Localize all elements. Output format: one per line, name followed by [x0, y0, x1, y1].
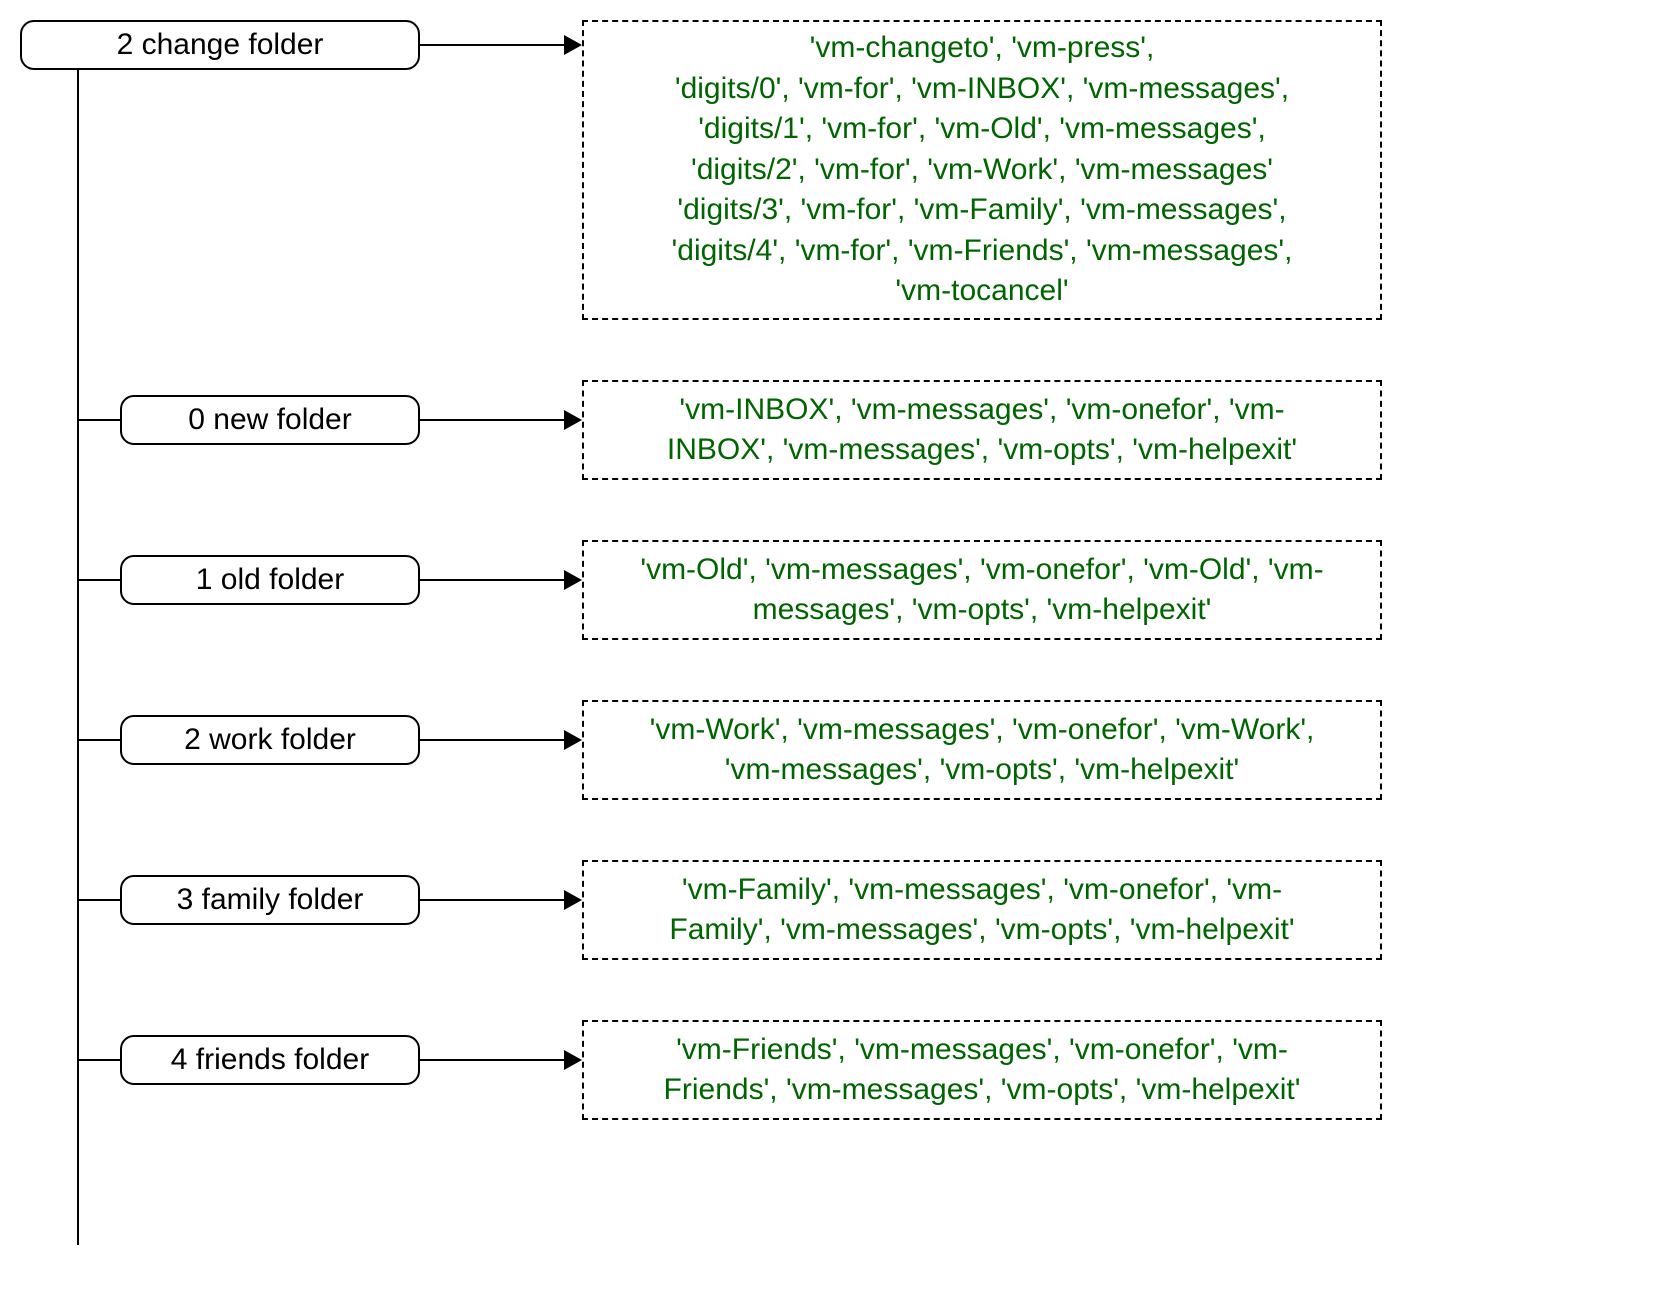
node-label: 1 old folder	[196, 563, 344, 597]
node-friends-folder: 4 friends folder	[120, 1035, 420, 1085]
connector-change-folder	[420, 44, 564, 47]
detail-friends-folder: 'vm-Friends', 'vm-messages', 'vm-onefor'…	[582, 1020, 1382, 1120]
node-family-folder: 3 family folder	[120, 875, 420, 925]
connector-new-folder	[420, 419, 564, 422]
detail-text: 'vm-changeto', 'vm-press','digits/0', 'v…	[604, 28, 1360, 312]
node-new-folder: 0 new folder	[120, 395, 420, 445]
detail-new-folder: 'vm-INBOX', 'vm-messages', 'vm-onefor', …	[582, 380, 1382, 480]
node-label: 3 family folder	[177, 883, 364, 917]
arrowhead-family-folder	[564, 890, 582, 910]
detail-text: 'vm-INBOX', 'vm-messages', 'vm-onefor', …	[604, 390, 1360, 471]
detail-change-folder: 'vm-changeto', 'vm-press','digits/0', 'v…	[582, 20, 1382, 320]
connector-old-folder	[420, 579, 564, 582]
arrowhead-work-folder	[564, 730, 582, 750]
detail-family-folder: 'vm-Family', 'vm-messages', 'vm-onefor',…	[582, 860, 1382, 960]
branch-new-folder	[78, 419, 120, 422]
detail-work-folder: 'vm-Work', 'vm-messages', 'vm-onefor', '…	[582, 700, 1382, 800]
connector-family-folder	[420, 899, 564, 902]
detail-text: 'vm-Work', 'vm-messages', 'vm-onefor', '…	[604, 710, 1360, 791]
tree-trunk	[77, 70, 80, 1245]
connector-friends-folder	[420, 1059, 564, 1062]
detail-text: 'vm-Family', 'vm-messages', 'vm-onefor',…	[604, 870, 1360, 951]
detail-old-folder: 'vm-Old', 'vm-messages', 'vm-onefor', 'v…	[582, 540, 1382, 640]
arrowhead-change-folder	[564, 35, 582, 55]
branch-family-folder	[78, 899, 120, 902]
branch-old-folder	[78, 579, 120, 582]
node-old-folder: 1 old folder	[120, 555, 420, 605]
detail-text: 'vm-Friends', 'vm-messages', 'vm-onefor'…	[604, 1030, 1360, 1111]
node-change-folder: 2 change folder	[20, 20, 420, 70]
arrowhead-old-folder	[564, 570, 582, 590]
arrowhead-new-folder	[564, 410, 582, 430]
detail-text: 'vm-Old', 'vm-messages', 'vm-onefor', 'v…	[604, 550, 1360, 631]
node-label: 4 friends folder	[171, 1043, 369, 1077]
connector-work-folder	[420, 739, 564, 742]
node-work-folder: 2 work folder	[120, 715, 420, 765]
arrowhead-friends-folder	[564, 1050, 582, 1070]
node-label: 2 work folder	[184, 723, 356, 757]
branch-friends-folder	[78, 1059, 120, 1062]
diagram-canvas: 2 change folder 'vm-changeto', 'vm-press'…	[0, 0, 1658, 1316]
node-label: 0 new folder	[188, 403, 351, 437]
node-label: 2 change folder	[117, 28, 324, 62]
branch-work-folder	[78, 739, 120, 742]
